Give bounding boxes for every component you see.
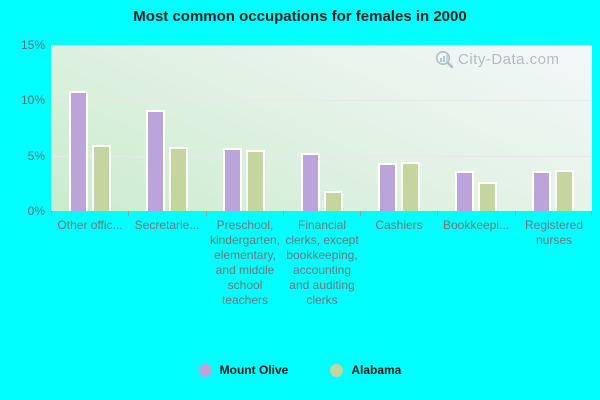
x-axis-label-4: Financial clerks, except bookkeeping, ac… [285, 218, 359, 307]
x-axis-tick [206, 211, 207, 216]
bar-alabama-3 [246, 150, 265, 211]
x-axis-tick [283, 211, 284, 216]
gridline-10pct [51, 100, 592, 101]
x-axis-tick [515, 211, 516, 216]
magnifier-icon [434, 49, 455, 70]
x-axis-label-5: Cashiers [375, 218, 423, 232]
x-axis-label-2: Secretarie... [134, 218, 200, 232]
y-axis-label-15pct: 15% [20, 38, 45, 52]
x-axis-label-6: Bookkeepi... [442, 218, 510, 232]
x-axis-label-3: Preschool, kindergarten, elementary, and… [209, 218, 281, 307]
bar-alabama-5 [401, 162, 420, 211]
bar-mount-olive-2 [146, 110, 165, 211]
legend-swatch-mount-olive [198, 363, 212, 377]
gridline-5pct [51, 156, 592, 157]
bar-mount-olive-4 [301, 153, 320, 211]
legend-swatch-alabama [330, 363, 344, 377]
bar-mount-olive-7 [532, 171, 551, 211]
bar-alabama-1 [92, 145, 111, 211]
watermark-text: City-Data.com [458, 50, 560, 68]
bar-alabama-4 [324, 191, 343, 211]
bar-alabama-6 [478, 182, 497, 211]
y-axis-label-5pct: 5% [27, 149, 45, 163]
bar-mount-olive-5 [378, 163, 397, 211]
x-axis-tick [128, 211, 129, 216]
plot-area [51, 45, 592, 211]
bar-alabama-7 [555, 170, 574, 211]
x-axis-label-7: Registered nurses [524, 218, 584, 247]
x-axis-label-1: Other offic... [57, 218, 123, 232]
legend-label-mount-olive: Mount Olive [219, 363, 289, 377]
x-axis-ticks [51, 211, 592, 217]
legend-item-mount-olive: Mount Olive [198, 363, 289, 377]
y-axis-label-10pct: 10% [20, 93, 45, 107]
x-axis-tick [51, 211, 52, 216]
x-axis-tick [437, 211, 438, 216]
legend: Mount Olive Alabama [0, 363, 600, 377]
legend-item-alabama: Alabama [330, 363, 401, 377]
chart-title: Most common occupations for females in 2… [133, 8, 467, 25]
x-axis-tick [591, 211, 592, 216]
bar-mount-olive-6 [455, 171, 474, 211]
bar-mount-olive-3 [223, 148, 242, 211]
legend-label-alabama: Alabama [351, 363, 402, 377]
y-axis-label-0pct: 0% [27, 204, 45, 218]
bar-alabama-2 [169, 147, 188, 211]
watermark: City-Data.com [434, 48, 560, 70]
bar-mount-olive-1 [69, 91, 88, 211]
x-axis-tick [360, 211, 361, 216]
